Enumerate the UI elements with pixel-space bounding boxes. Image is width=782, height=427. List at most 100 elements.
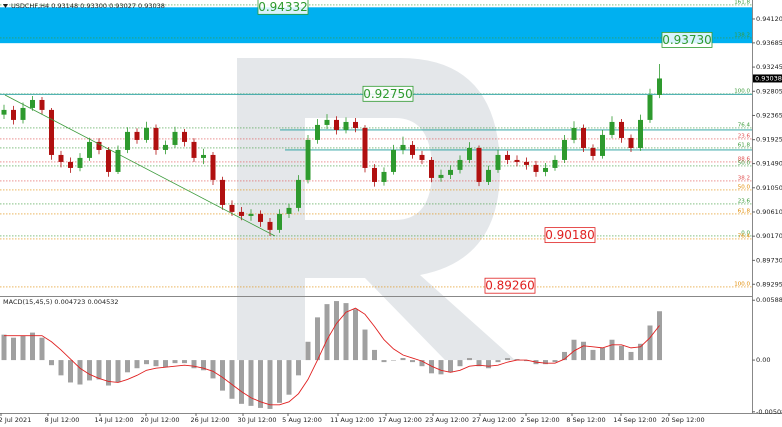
y-tick-label: 0.91925 (756, 136, 782, 144)
candle-body (334, 119, 339, 130)
candle-body (134, 131, 140, 140)
price-box (544, 227, 596, 244)
macd-bar (87, 360, 92, 381)
macd-bar (343, 303, 349, 361)
candle-body (39, 99, 45, 110)
fib-level-label: 100.0 (734, 281, 750, 287)
candle-body (296, 179, 301, 208)
macd-bar (571, 339, 577, 361)
macd-bar (638, 343, 643, 361)
macd-bar (144, 360, 149, 365)
candle-body (429, 159, 434, 178)
menu-arrow[interactable] (3, 4, 8, 8)
y-tick-label: 0.91050 (756, 184, 782, 192)
y-tick-label: 0.93245 (756, 63, 782, 71)
candle-body (49, 109, 54, 155)
trend-line (4, 94, 276, 237)
macd-bar (438, 360, 444, 375)
price-box-label: 0.93730 (662, 33, 712, 47)
macd-bar (210, 360, 216, 379)
x-tick-label: 2 Jul 2021 (0, 416, 31, 424)
price-box (661, 32, 713, 48)
candle-body (543, 167, 548, 172)
macd-bar (372, 349, 377, 361)
price-box (362, 85, 414, 102)
x-tick-label: 8 Jul 12:00 (45, 416, 80, 424)
candle-body (20, 107, 26, 120)
candle-body (552, 159, 558, 168)
x-tick-label: 17 Aug 12:00 (378, 416, 422, 424)
candle-body (562, 139, 567, 160)
macd-bar (239, 360, 244, 404)
candle-body (372, 167, 377, 182)
macd-bar (201, 360, 206, 371)
candle-body (476, 147, 482, 182)
candle-body (267, 221, 273, 230)
y-tick-label: 0.94120 (756, 15, 782, 23)
current-price-box (753, 74, 782, 83)
macd-bar (334, 301, 339, 361)
candle-body (144, 127, 149, 140)
price-box (257, 0, 309, 15)
x-tick-label: 11 Aug 12:00 (330, 416, 374, 424)
x-tick-label: 23 Aug 12:00 (425, 416, 469, 424)
candle-body (419, 154, 425, 160)
x-tick-label: 14 Sep 12:00 (613, 416, 656, 424)
macd-bar (495, 360, 501, 363)
candle-body (172, 131, 178, 145)
macd-bar (305, 341, 311, 361)
candle-body (410, 144, 415, 155)
macd-bar (400, 358, 406, 361)
macd-bar (628, 351, 634, 361)
fib-level-label: 61.8 (738, 208, 751, 214)
candle-body (362, 127, 368, 168)
candle-body (647, 94, 653, 120)
macd-bar (315, 317, 320, 361)
candle-body (467, 147, 472, 160)
macd-bar (476, 360, 482, 367)
candle-body (258, 213, 263, 222)
macd-bar (619, 345, 624, 361)
candle-body (448, 169, 453, 175)
y-tick-label: 0.90610 (756, 208, 782, 216)
candle-body (381, 171, 387, 182)
candle-body (353, 121, 358, 128)
candle-body (96, 141, 102, 150)
macd-bar (600, 347, 605, 361)
price-box-label: 0.92750 (363, 87, 413, 101)
price-box-label: 0.89260 (485, 279, 535, 293)
macd-bar (125, 360, 130, 373)
candle-body (590, 147, 596, 156)
candle-body (30, 99, 35, 108)
macd-bar (457, 360, 463, 367)
candle-body (638, 119, 643, 148)
candle-body (153, 127, 159, 150)
candle-body (619, 121, 624, 138)
macd-header: MACD(15,45,5) 0.004723 0.004532 (3, 298, 119, 306)
x-tick-label: 8 Sep 12:00 (566, 416, 605, 424)
candle-body (315, 124, 320, 140)
fib-level-label: 76.4 (738, 233, 751, 239)
macd-bar (486, 360, 491, 369)
candle-body (191, 141, 197, 158)
candle-body (58, 154, 64, 162)
candle-body (524, 161, 529, 165)
candle-body (609, 121, 615, 135)
candle-body (77, 157, 83, 168)
y-tick-label: 0.92365 (756, 111, 782, 119)
macd-bar (505, 358, 510, 361)
macd-bar (647, 325, 653, 361)
candle-body (495, 154, 501, 170)
candle-body (581, 127, 586, 148)
macd-bar (353, 309, 358, 361)
macd-bar (277, 360, 282, 403)
macd-bar (562, 351, 567, 361)
macd-bar (410, 360, 415, 363)
y-tick-label: 0.93685 (756, 39, 782, 47)
macd-bar (324, 304, 330, 361)
fib-level-label: 88.6 (738, 156, 751, 162)
x-tick-label: 30 Jul 12:00 (238, 416, 277, 424)
candle-body (1, 109, 7, 115)
candle-body (571, 127, 577, 140)
